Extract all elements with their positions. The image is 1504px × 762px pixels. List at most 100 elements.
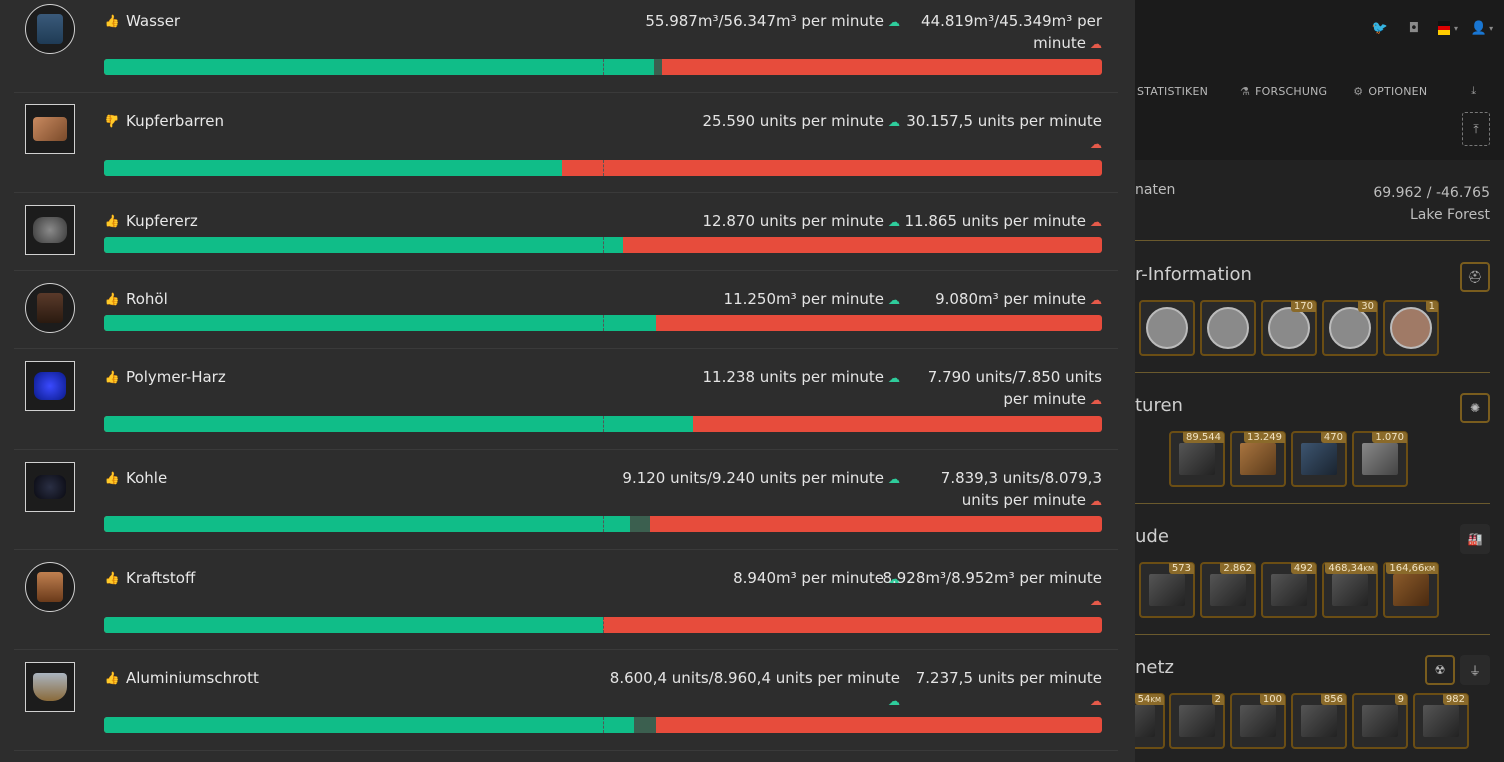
item-name-row: 👍 Kupferbarren bbox=[104, 112, 224, 130]
factory-icon: 🏭 bbox=[1467, 532, 1483, 546]
tile-badge-unit: KM bbox=[1150, 696, 1161, 704]
structure-tile[interactable]: 13.249 bbox=[1230, 431, 1286, 487]
cloud-download-icon: ☁ bbox=[1090, 693, 1102, 708]
header-nav: STATISTIKEN ⚗ FORSCHUNG ⚙ OPTIONEN ⤓ bbox=[1135, 84, 1504, 98]
consumption-text: 9.080m³ per minute bbox=[935, 290, 1086, 308]
power-tile[interactable]: 2 bbox=[1169, 693, 1225, 749]
building-tile[interactable]: 468,34KM bbox=[1322, 562, 1378, 618]
power-tile[interactable]: 856 bbox=[1291, 693, 1347, 749]
plug-button[interactable]: ⏚ bbox=[1460, 655, 1490, 685]
discord-icon[interactable]: ◘ bbox=[1408, 20, 1420, 36]
player-tile[interactable]: 1 bbox=[1383, 300, 1439, 356]
production-rate: 9.120 units/9.240 units per minute ☁ bbox=[600, 467, 900, 490]
thumbs-up-icon: 👍 bbox=[104, 214, 120, 228]
list-item-rohoel: 👍 Rohöl 11.250m³ per minute ☁ 9.080m³ per… bbox=[14, 270, 1118, 349]
upload-button[interactable]: ⤒ bbox=[1462, 112, 1490, 146]
tile-badge: 54KM bbox=[1134, 694, 1164, 705]
balance-bar bbox=[104, 160, 1102, 176]
tile-badge: 13.249 bbox=[1244, 432, 1285, 443]
consumption-text: 8.928m³/8.952m³ per minute bbox=[882, 569, 1102, 587]
item-name: Kraftstoff bbox=[126, 569, 196, 587]
tile-badge: 573 bbox=[1168, 563, 1194, 574]
building-tile[interactable]: 573 bbox=[1139, 562, 1195, 618]
bulb-button[interactable]: ✺ bbox=[1460, 393, 1490, 423]
structure-tile[interactable]: 470 bbox=[1291, 431, 1347, 487]
power-tile[interactable]: 9 bbox=[1352, 693, 1408, 749]
item-name: Kohle bbox=[126, 469, 168, 487]
production-rate: 12.870 units per minute ☁ bbox=[570, 210, 901, 233]
helmet-button[interactable]: ⛑ bbox=[1460, 262, 1490, 292]
thumbs-up-icon: 👍 bbox=[104, 370, 120, 384]
thumbs-up-icon: 👍 bbox=[104, 292, 120, 306]
tile-badge: 2.862 bbox=[1220, 563, 1255, 574]
tile-badge: 856 bbox=[1320, 694, 1346, 705]
player-tile[interactable]: 170 bbox=[1261, 300, 1317, 356]
midpoint-marker bbox=[603, 416, 604, 432]
nav-research[interactable]: ⚗ FORSCHUNG bbox=[1240, 84, 1327, 98]
midpoint-marker bbox=[603, 516, 604, 532]
item-name-row: 👍 Wasser bbox=[104, 12, 181, 30]
building-tile[interactable]: 492 bbox=[1261, 562, 1317, 618]
twitter-icon[interactable]: 🐦 bbox=[1371, 20, 1389, 36]
tile-badge: 9 bbox=[1394, 694, 1407, 705]
player-tile[interactable] bbox=[1200, 300, 1256, 356]
thumbs-up-icon: 👍 bbox=[104, 571, 120, 585]
cloud-upload-icon: ☁ bbox=[888, 571, 900, 586]
structure-tile[interactable]: 1.070 bbox=[1352, 431, 1408, 487]
download-icon: ⤓ bbox=[1471, 84, 1477, 97]
list-item-kupfererz: 👍 Kupfererz 12.870 units per minute ☁ 11.… bbox=[14, 192, 1118, 271]
production-list-panel: 👍 Wasser 55.987m³/56.347m³ per minute ☁ 4… bbox=[0, 0, 1135, 762]
water-canister-icon bbox=[25, 4, 75, 54]
tile-badge: 2 bbox=[1211, 694, 1224, 705]
nav-research-label: FORSCHUNG bbox=[1255, 84, 1328, 98]
player-tile[interactable]: 30 bbox=[1322, 300, 1378, 356]
nav-options[interactable]: ⚙ OPTIONEN bbox=[1353, 84, 1427, 98]
tile-badge: 470 bbox=[1320, 432, 1346, 443]
midpoint-marker bbox=[603, 160, 604, 176]
structure-tile[interactable]: 89.544 bbox=[1169, 431, 1225, 487]
consumption-rate: 7.790 units/7.850 units per minute ☁ bbox=[902, 366, 1102, 411]
player-tile[interactable] bbox=[1139, 300, 1195, 356]
balance-bar bbox=[104, 416, 1102, 432]
cloud-upload-icon: ☁ bbox=[888, 14, 900, 29]
power-tile[interactable]: 100 bbox=[1230, 693, 1286, 749]
production-text: 8.940m³ per minute bbox=[733, 569, 884, 587]
tile-badge-value: 164,66 bbox=[1389, 563, 1425, 574]
production-fill bbox=[104, 237, 623, 253]
consumption-text: 7.839,3 units/8.079,3 units per minute bbox=[940, 469, 1102, 509]
radiation-icon: ☢ bbox=[1434, 663, 1446, 677]
coordinates: 69.962 / -46.765 bbox=[1373, 185, 1490, 201]
language-flag-icon[interactable]: ▾ bbox=[1438, 18, 1458, 38]
download-button[interactable]: ⤓ bbox=[1471, 84, 1476, 98]
gears-icon: ⚙ bbox=[1353, 84, 1364, 98]
tile-badge: 170 bbox=[1290, 301, 1316, 312]
nuclear-button[interactable]: ☢ bbox=[1425, 655, 1455, 685]
buffer-fill bbox=[634, 717, 656, 733]
balance-bar bbox=[104, 315, 1102, 331]
coal-icon bbox=[25, 462, 75, 512]
item-name: Kupfererz bbox=[126, 212, 198, 230]
power-tile[interactable]: 982 bbox=[1413, 693, 1469, 749]
cloud-download-icon: ☁ bbox=[1090, 214, 1102, 229]
fuel-canister-icon bbox=[25, 562, 75, 612]
list-item-wasser: 👍 Wasser 55.987m³/56.347m³ per minute ☁ 4… bbox=[14, 0, 1118, 93]
factory-button[interactable]: 🏭 bbox=[1460, 524, 1490, 554]
nav-statistics[interactable]: STATISTIKEN bbox=[1137, 84, 1208, 98]
consumption-text: 7.790 units/7.850 units per minute bbox=[927, 368, 1102, 408]
production-text: 9.120 units/9.240 units per minute bbox=[622, 469, 884, 487]
section-title-player-info: r-Information bbox=[1135, 264, 1252, 285]
production-fill bbox=[104, 617, 603, 633]
thumbs-up-icon: 👍 bbox=[104, 471, 120, 485]
building-tile[interactable]: 164,66KM bbox=[1383, 562, 1439, 618]
list-item-kohle: 👍 Kohle 9.120 units/9.240 units per minu… bbox=[14, 449, 1118, 550]
midpoint-marker bbox=[603, 315, 604, 331]
crude-oil-canister-icon bbox=[25, 283, 75, 333]
section-title-buildings: ude bbox=[1135, 526, 1169, 547]
divider bbox=[1135, 634, 1490, 635]
building-tile[interactable]: 2.862 bbox=[1200, 562, 1256, 618]
midpoint-marker bbox=[603, 59, 604, 75]
divider bbox=[1135, 372, 1490, 373]
user-icon[interactable]: 👤 ▾ bbox=[1470, 20, 1494, 36]
background-header: 🐦 ◘ ▾ 👤 ▾ STATISTIKEN ⚗ FORSCHUNG ⚙ OPTIO… bbox=[1135, 0, 1504, 160]
item-name-row: 👍 Aluminiumschrott bbox=[104, 669, 259, 687]
